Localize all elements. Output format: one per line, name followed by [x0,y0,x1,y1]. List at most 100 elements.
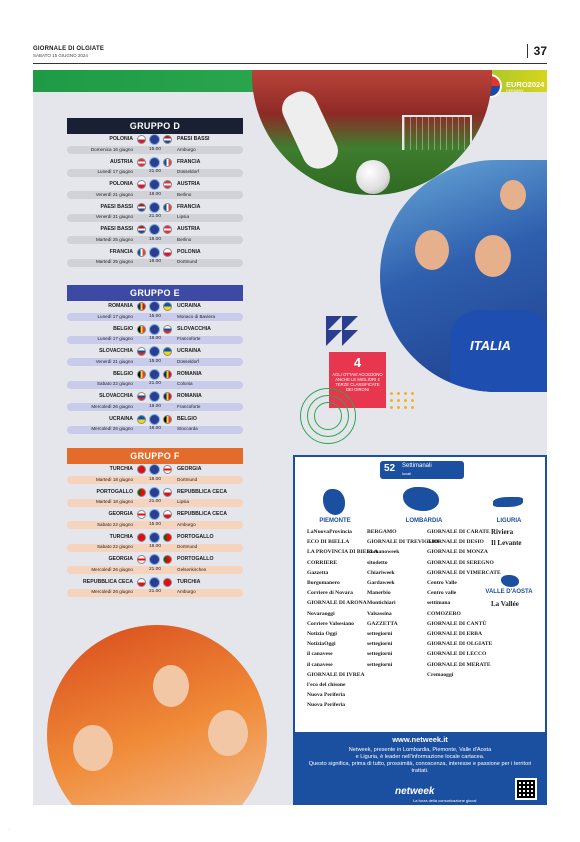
concentric-rings-decoration [300,388,356,444]
match-row: AUSTRIA FRANCIA Lunedì 17 giugno 21.00 Düsse… [67,156,243,180]
newspaper-masthead: GIORNALE DI VIMERCATE [427,569,501,576]
group-title: GRUPPO F [67,448,243,464]
match-row: TURCHIA PORTOGALLO Sabato 22 giugno 18.00 Do… [67,531,243,555]
match-date: Mercoledì 26 giugno [91,589,133,594]
newspaper-masthead: GIORNALE DI CARATE [427,529,490,535]
newspaper-title: GIORNALE DI OLGIATE [33,46,105,52]
issue-date: SABATO 15 GIUGNO 2024 [33,53,88,58]
page-header: GIORNALE DI OLGIATE SABATO 15 GIUGNO 202… [33,44,547,64]
ball-icon [149,134,160,145]
home-flag-icon [137,577,146,587]
qr-code-icon[interactable] [515,778,537,800]
away-team: UCRAINA [177,303,201,309]
italy-shirt [450,310,547,392]
home-team: POLONIA [109,181,133,187]
home-flag-icon [137,487,146,497]
newspaper-masthead: GIORNALE DI ARONA [307,600,367,607]
away-flag-icon [163,225,172,234]
away-flag-icon [163,202,172,212]
match-date: Mercoledì 26 giugno [91,566,133,572]
fan-face [208,710,248,756]
newspaper-masthead: GIORNALE DI IVREA [307,671,365,678]
away-flag-icon [163,302,172,311]
newspaper-masthead: Centro Valle [427,580,457,587]
home-flag-icon [137,392,146,401]
match-time: 21.00 [148,566,161,572]
match-city: Berlino [177,191,192,197]
newspaper-masthead: Centro valle [427,590,457,597]
match-city: Gelsenkirchen [177,566,207,572]
netweek-advertisement: 52 Settimanali locali PIEMONTE LOMBARDIA… [293,455,547,805]
ball-icon [149,156,160,168]
football-icon [356,160,390,194]
newspaper-masthead: Riviera [491,528,514,536]
match-city: Lipsia [177,499,190,504]
home-team: UCRAINA [109,415,133,422]
netweek-url[interactable]: www.netweek.it [392,735,448,744]
match-time: 18.00 [148,426,161,431]
away-flag-icon [163,555,172,564]
match-info-bar [67,358,243,366]
newspaper-masthead: Valsassina [367,610,392,617]
home-team: AUSTRIA [109,158,133,165]
newspaper-masthead: GAZZETTA [367,620,398,627]
match-row: POLONIA AUSTRIA Venerdì 21 giugno 18.00 Berl… [67,179,243,202]
away-flag-icon [163,577,172,587]
home-flag-icon [137,414,146,424]
home-flag-icon [137,157,146,167]
match-date: Martedì 18 giugno [95,499,133,504]
newspaper-masthead: Borgomanero [307,580,340,587]
away-team: PAESI BASSI [177,136,210,142]
home-team: POLONIA [109,136,133,142]
local-label: locali [402,471,412,476]
aosta-papers: La Vallée [491,599,519,609]
match-city: Düsseldorf [177,358,199,364]
match-info-bar [67,403,243,411]
match-city: Amburgo [177,589,196,594]
home-team: REPUBBLICA CECA [83,578,133,585]
lombardia-papers-a: BERGAMO GIORNALE DI TREVIGLIO Romanoweek si… [367,527,439,670]
away-team: AUSTRIA [177,226,201,232]
home-flag-icon [137,555,146,564]
euro-sub: GERMANY [506,89,524,93]
newspaper-masthead: il canavese [307,651,333,658]
match-city: Francoforte [177,336,201,341]
match-city: Düsseldorf [177,169,199,174]
ball-icon [149,391,160,402]
match-time: 18.00 [148,236,161,242]
away-team: POLONIA [177,248,201,255]
match-time: 18.00 [148,191,161,197]
match-info-bar [67,476,243,484]
match-row: GEORGIA PORTOGALLO Mercoledì 26 giugno 21.0… [67,554,243,577]
match-info-bar [67,566,243,574]
fan-face [153,665,189,707]
home-flag-icon [137,465,146,474]
home-team: SLOVACCHIA [99,393,133,399]
ball-icon [149,346,160,357]
promo-text: AGLI OTTAVI ACCEDONO ANCHE LE MIGLIORI 4… [332,372,383,392]
home-team: PAESI BASSI [100,203,133,210]
aosta-map-icon [501,575,519,587]
away-flag-icon [163,392,172,401]
away-flag-icon [163,135,172,144]
match-date: Sabato 22 giugno [96,521,133,527]
newspaper-masthead: l'eco del chisone [307,682,346,689]
match-date: Lunedì 17 giugno [97,169,133,174]
newspaper-masthead: settegiorni [367,631,393,638]
away-flag-icon [163,157,172,167]
piemonte-map-icon [323,489,345,515]
match-row: BELGIO SLOVACCHIA Lunedì 17 giugno 18.00 Fra… [67,323,243,347]
ball-icon [149,413,160,425]
match-info-bar [67,521,243,529]
newspaper-masthead: Notizia Oggi [307,631,337,638]
newspaper-masthead: LA PROVINCIA DI BIELLA [307,549,379,556]
newspaper-masthead: GIORNALE DI MERATE [427,661,491,668]
away-flag-icon [163,347,172,356]
newspaper-masthead: Chiariweek [367,569,395,576]
region-piemonte: PIEMONTE [319,518,351,524]
liguria-papers: Riviera Il Levante [491,527,522,549]
away-team: UCRAINA [177,348,201,354]
home-flag-icon [137,202,146,212]
away-team: SLOVACCHIA [177,325,211,332]
match-row: PAESI BASSI FRANCIA Venerdì 21 giugno 21.00… [67,201,243,225]
